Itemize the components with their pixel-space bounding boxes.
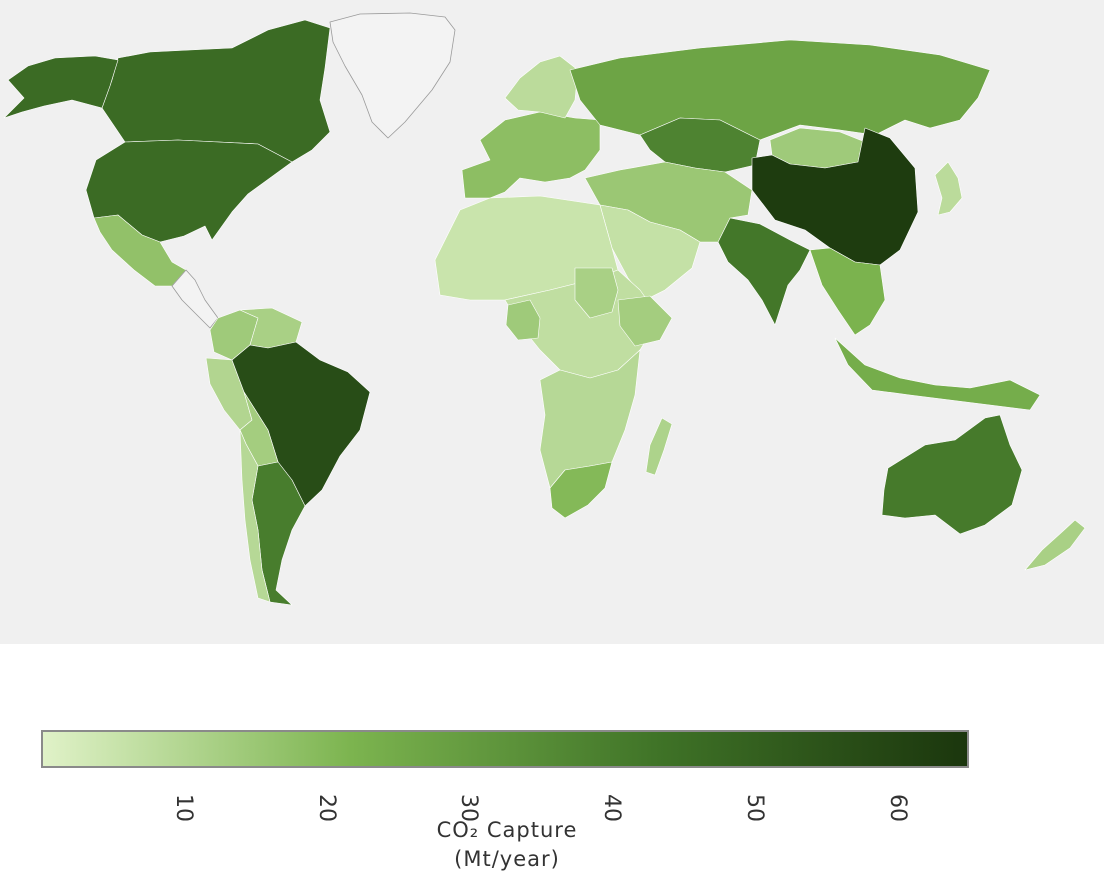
world-map bbox=[0, 0, 1104, 644]
map-region bbox=[751, 127, 919, 266]
map-region bbox=[85, 139, 293, 243]
map-region bbox=[639, 117, 761, 173]
map-region bbox=[505, 299, 541, 341]
map-region bbox=[881, 414, 1023, 535]
map-region bbox=[1024, 519, 1086, 571]
map-region bbox=[539, 349, 641, 489]
map-region bbox=[329, 12, 456, 139]
map-region bbox=[617, 295, 673, 347]
map-region bbox=[239, 429, 271, 603]
map-region bbox=[549, 461, 613, 519]
map-region bbox=[574, 267, 619, 319]
map-region bbox=[645, 417, 673, 476]
colorbar-title: CO₂ Capture (Mt/year) bbox=[0, 816, 1014, 874]
map-region bbox=[599, 204, 701, 301]
map-region bbox=[101, 19, 331, 163]
map-region bbox=[809, 247, 886, 336]
colorbar-title-line1: CO₂ Capture bbox=[436, 818, 578, 842]
map-region bbox=[3, 55, 119, 119]
map-region bbox=[171, 269, 219, 329]
choropleth-map-svg bbox=[3, 12, 1086, 606]
colorbar-title-line2: (Mt/year) bbox=[454, 847, 560, 871]
map-region bbox=[461, 111, 601, 199]
map-region bbox=[569, 39, 991, 141]
colorbar-legend: 10 20 30 40 50 60 CO₂ Capture (Mt/year) bbox=[0, 644, 1104, 892]
map-region bbox=[834, 337, 1041, 411]
map-region bbox=[934, 161, 963, 216]
map-region bbox=[504, 55, 579, 119]
map-region bbox=[717, 217, 811, 326]
colorbar bbox=[41, 730, 969, 768]
